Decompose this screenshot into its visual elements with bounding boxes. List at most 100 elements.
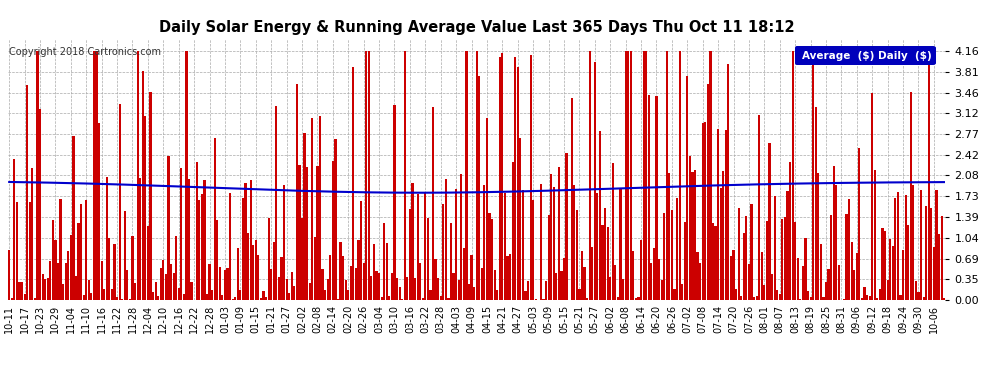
Bar: [509, 254, 511, 300]
Bar: [804, 238, 807, 300]
Bar: [478, 76, 480, 300]
Bar: [879, 289, 881, 300]
Bar: [232, 299, 234, 300]
Bar: [527, 281, 529, 300]
Bar: [196, 162, 198, 300]
Bar: [915, 281, 917, 300]
Bar: [833, 166, 835, 300]
Bar: [573, 185, 575, 300]
Bar: [758, 115, 760, 300]
Bar: [933, 248, 935, 300]
Bar: [352, 67, 354, 300]
Bar: [445, 179, 446, 300]
Bar: [766, 221, 768, 300]
Bar: [190, 282, 193, 300]
Bar: [481, 268, 483, 300]
Bar: [175, 236, 177, 300]
Bar: [730, 256, 732, 300]
Bar: [828, 269, 830, 300]
Bar: [925, 206, 928, 300]
Bar: [270, 269, 272, 300]
Bar: [375, 271, 377, 300]
Bar: [114, 244, 116, 300]
Bar: [272, 242, 275, 300]
Bar: [322, 269, 324, 300]
Bar: [543, 298, 545, 300]
Bar: [314, 237, 316, 300]
Bar: [535, 299, 537, 300]
Bar: [137, 51, 139, 300]
Bar: [514, 57, 517, 300]
Bar: [42, 274, 44, 300]
Bar: [367, 51, 370, 300]
Bar: [399, 287, 401, 300]
Bar: [530, 55, 532, 300]
Bar: [127, 270, 129, 300]
Bar: [665, 51, 668, 300]
Bar: [920, 190, 922, 300]
Bar: [627, 51, 630, 300]
Bar: [525, 291, 527, 300]
Bar: [227, 268, 229, 300]
Bar: [278, 277, 280, 300]
Bar: [327, 279, 329, 300]
Bar: [170, 264, 172, 300]
Bar: [868, 296, 871, 300]
Bar: [56, 263, 59, 300]
Bar: [912, 185, 915, 300]
Bar: [219, 267, 221, 300]
Bar: [54, 240, 56, 300]
Bar: [59, 199, 61, 300]
Bar: [172, 273, 174, 300]
Bar: [473, 287, 475, 300]
Bar: [928, 51, 930, 300]
Bar: [750, 204, 752, 300]
Bar: [874, 170, 876, 300]
Bar: [607, 228, 609, 300]
Bar: [825, 282, 827, 300]
Bar: [185, 51, 187, 300]
Bar: [419, 262, 422, 300]
Bar: [686, 75, 688, 300]
Bar: [691, 172, 694, 300]
Bar: [738, 208, 740, 300]
Bar: [406, 278, 409, 300]
Bar: [437, 278, 440, 300]
Bar: [704, 122, 707, 300]
Bar: [391, 273, 393, 300]
Bar: [11, 298, 13, 300]
Bar: [897, 192, 899, 300]
Bar: [771, 274, 773, 300]
Bar: [98, 123, 100, 300]
Bar: [702, 123, 704, 300]
Bar: [918, 292, 920, 300]
Bar: [32, 168, 34, 300]
Bar: [162, 260, 164, 300]
Bar: [254, 240, 256, 300]
Bar: [293, 286, 295, 300]
Bar: [140, 178, 142, 300]
Bar: [863, 287, 865, 300]
Bar: [337, 299, 339, 300]
Bar: [684, 222, 686, 300]
Bar: [157, 296, 159, 300]
Bar: [578, 290, 580, 300]
Bar: [134, 284, 137, 300]
Bar: [784, 217, 786, 300]
Bar: [111, 290, 113, 300]
Bar: [449, 223, 452, 300]
Bar: [64, 263, 66, 300]
Bar: [301, 218, 303, 300]
Bar: [245, 183, 247, 300]
Bar: [550, 174, 552, 300]
Bar: [617, 297, 619, 300]
Text: Copyright 2018 Cartronics.com: Copyright 2018 Cartronics.com: [9, 47, 160, 57]
Bar: [345, 279, 346, 300]
Bar: [760, 252, 763, 300]
Bar: [47, 278, 49, 300]
Bar: [540, 183, 542, 300]
Bar: [82, 295, 85, 300]
Bar: [681, 284, 683, 300]
Bar: [129, 299, 131, 300]
Bar: [103, 289, 105, 300]
